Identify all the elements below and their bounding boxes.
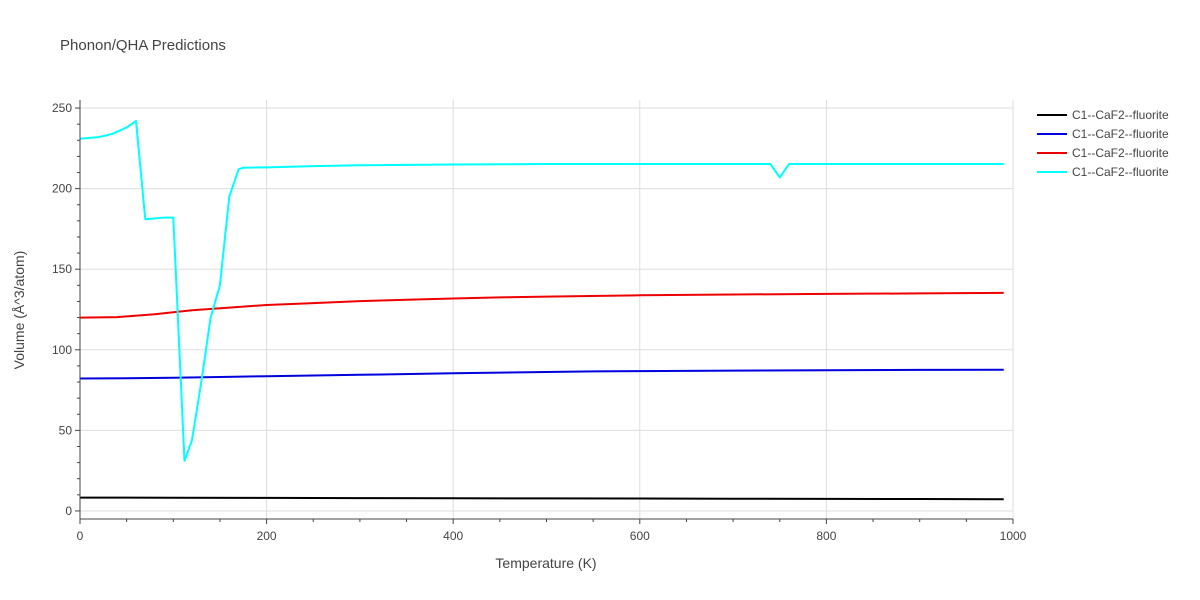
x-tick-label: 600	[630, 529, 650, 543]
chart-title: Phonon/QHA Predictions	[60, 37, 226, 54]
x-tick-label: 0	[77, 529, 84, 543]
legend-item-4[interactable]: C1--CaF2--fluorite	[1037, 165, 1169, 179]
legend[interactable]: C1--CaF2--fluorite C1--CaF2--fluorite C1--…	[1037, 108, 1169, 179]
series-line-3	[79, 291, 1004, 319]
series-lines	[79, 120, 1004, 501]
grid	[80, 100, 1014, 519]
x-tick-label: 200	[257, 529, 277, 543]
legend-item-3[interactable]: C1--CaF2--fluorite	[1037, 146, 1169, 160]
legend-label: C1--CaF2--fluorite	[1072, 165, 1169, 179]
y-axis-title: Volume (Å^3/atom)	[11, 251, 27, 370]
legend-label: C1--CaF2--fluorite	[1072, 127, 1169, 141]
series-line-1	[79, 496, 1004, 501]
series-line-4	[79, 120, 1004, 462]
x-tick-label: 800	[816, 529, 836, 543]
y-tick-label: 50	[59, 423, 73, 437]
y-tick-label: 100	[52, 343, 72, 357]
axes: 0 200 400 600 800 1000 0 50 100 150 200 250	[52, 100, 1027, 543]
legend-item-1[interactable]: C1--CaF2--fluorite	[1037, 108, 1169, 122]
x-axis-title: Temperature (K)	[495, 555, 596, 571]
y-tick-label: 150	[52, 262, 72, 276]
legend-label: C1--CaF2--fluorite	[1072, 108, 1169, 122]
series-line-2	[79, 368, 1004, 380]
y-tick-label: 0	[65, 504, 72, 518]
y-tick-label: 200	[52, 182, 72, 196]
legend-label: C1--CaF2--fluorite	[1072, 146, 1169, 160]
x-tick-label: 400	[443, 529, 463, 543]
legend-item-2[interactable]: C1--CaF2--fluorite	[1037, 127, 1169, 141]
y-tick-label: 250	[52, 101, 72, 115]
x-tick-label: 1000	[1000, 529, 1027, 543]
